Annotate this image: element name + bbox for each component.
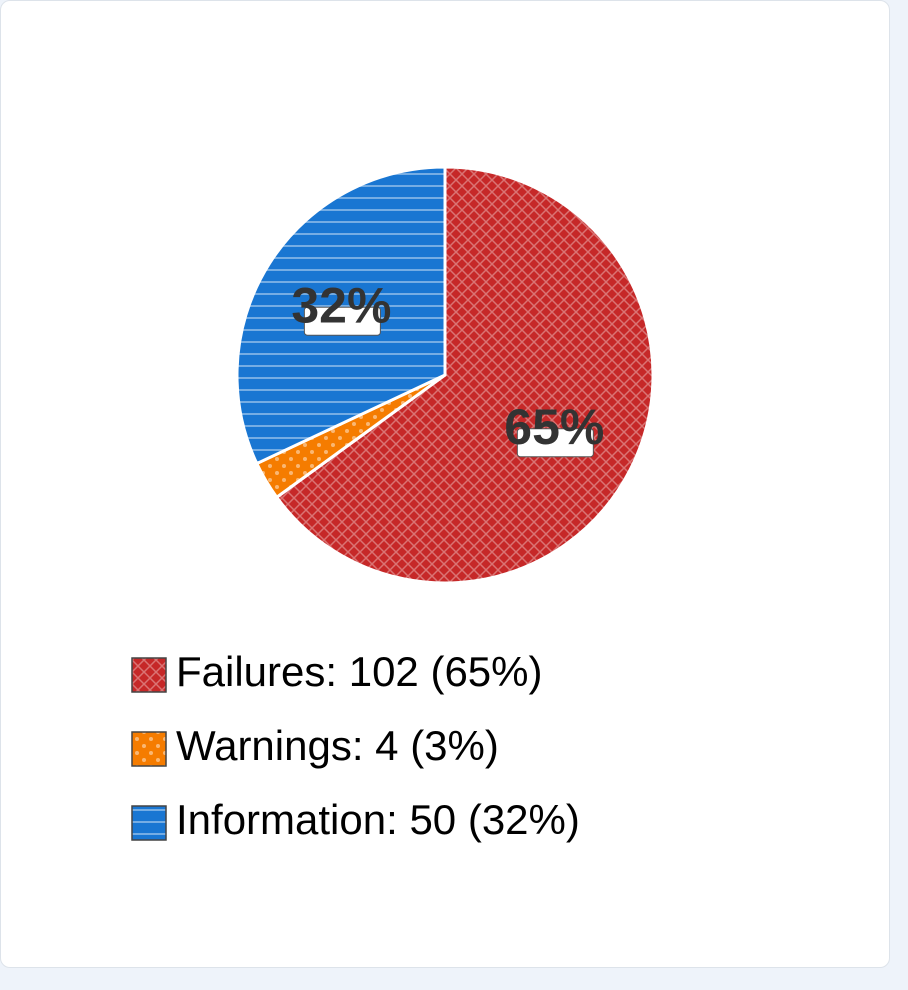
legend-swatch [131, 657, 167, 693]
data-label: 32% [291, 277, 391, 333]
legend-swatch [131, 805, 167, 841]
data-label: 65% [504, 399, 604, 455]
legend-swatch [131, 731, 167, 767]
legend-label: Failures: 102 (65%) [176, 648, 543, 695]
legend-label: Information: 50 (32%) [176, 796, 580, 843]
pie-slice [274, 165, 655, 585]
label-box [303, 306, 381, 336]
legend-label: Warnings: 4 (3%) [176, 722, 499, 769]
label-box [516, 428, 594, 458]
